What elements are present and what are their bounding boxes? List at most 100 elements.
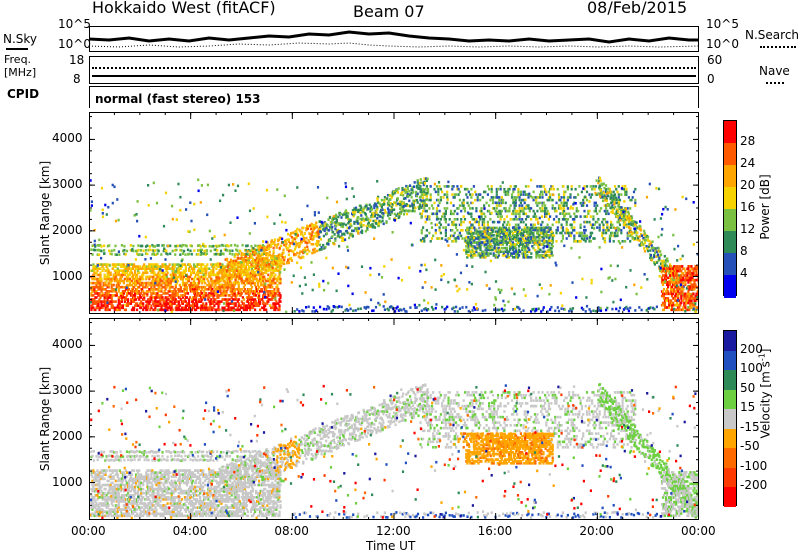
scatter-cell [432, 207, 435, 210]
scatter-cell [178, 304, 181, 307]
scatter-cell [527, 196, 530, 199]
scatter-cell [437, 237, 440, 240]
scatter-cell [518, 245, 521, 248]
scatter-cell [181, 302, 184, 305]
scatter-cell [232, 272, 235, 275]
scatter-cell [338, 235, 341, 239]
scatter-cell [521, 209, 524, 213]
scatter-cell [187, 279, 191, 283]
scatter-cell [95, 283, 98, 287]
scatter-cell [177, 263, 180, 266]
scatter-cell [538, 234, 541, 237]
scatter-cell [112, 263, 115, 266]
scatter-cell [489, 226, 492, 230]
scatter-cell [540, 232, 543, 235]
scatter-cell [470, 230, 473, 233]
scatter-cell [419, 204, 422, 207]
scatter-cell [446, 185, 449, 188]
scatter-cell [271, 294, 274, 297]
scatter-cell [337, 222, 340, 225]
scatter-cell [646, 238, 650, 242]
scatter-cell [125, 279, 129, 283]
scatter-cell [555, 209, 558, 213]
scatter-cell [224, 294, 227, 297]
scatter-cell [563, 196, 566, 199]
scatter-cell [185, 244, 188, 248]
scatter-cell [467, 235, 470, 239]
scatter-cell [347, 221, 350, 225]
scatter-cell [102, 304, 105, 307]
scatter-cell [495, 201, 498, 205]
noise-tick-top-left: 10^5 [58, 17, 91, 31]
scatter-cell [432, 234, 435, 238]
scatter-cell [498, 228, 501, 232]
scatter-cell [598, 184, 602, 188]
scatter-cell [342, 239, 345, 242]
scatter-cell [135, 277, 138, 281]
scatter-cell [266, 252, 270, 256]
scatter-cell [498, 204, 501, 207]
scatter-cell [181, 308, 184, 312]
scatter-cell [421, 199, 424, 203]
scatter-cell [362, 224, 365, 227]
scatter-cell [128, 277, 132, 281]
scatter-cell [612, 226, 615, 229]
scatter-cell [422, 183, 425, 187]
scatter-cell [520, 232, 523, 235]
scatter-cell [545, 240, 548, 243]
scatter-cell [488, 187, 491, 191]
scatter-cell [455, 226, 458, 229]
scatter-cell [114, 275, 117, 279]
scatter-cell [190, 244, 193, 248]
scatter-cell [467, 204, 470, 207]
scatter-cell [526, 226, 529, 229]
scatter-cell [646, 247, 649, 251]
scatter-cell [271, 242, 274, 245]
scatter-cell [109, 271, 112, 275]
scatter-cell [128, 279, 132, 283]
scatter-cell [106, 308, 109, 312]
cpid-panel [89, 86, 699, 108]
nave-tick-0: 0 [707, 72, 715, 86]
scatter-cell [507, 250, 511, 254]
scatter-cell [512, 209, 515, 213]
scatter-cell [435, 209, 439, 213]
scatter-cell [541, 190, 544, 194]
scatter-cell [523, 239, 526, 243]
scatter-cell [462, 204, 465, 207]
scatter-cell [203, 304, 206, 307]
scatter-cell [620, 231, 623, 235]
scatter-cell [492, 234, 495, 237]
scatter-cell [129, 298, 133, 301]
scatter-cell [517, 212, 520, 216]
scatter-cell [277, 294, 280, 297]
scatter-cell [99, 267, 102, 270]
scatter-cell [120, 296, 123, 299]
scatter-cell [505, 232, 508, 235]
scatter-cell [156, 292, 159, 295]
freq-panel [89, 56, 699, 84]
scatter-cell [221, 306, 224, 310]
scatter-cell [257, 255, 260, 258]
scatter-cell [487, 235, 490, 239]
scatter-cell [288, 245, 291, 248]
scatter-cell [186, 248, 190, 252]
scatter-cell [218, 271, 221, 275]
scatter-cell [104, 304, 107, 307]
scatter-cell [183, 271, 186, 275]
scatter-cell [446, 193, 449, 196]
scatter-cell [573, 201, 576, 205]
scatter-cell [458, 190, 461, 194]
scatter-cell [261, 288, 264, 291]
scatter-cell [152, 267, 155, 270]
scatter-cell [465, 248, 468, 252]
scatter-cell [456, 207, 459, 210]
scatter-cell [617, 202, 621, 205]
scatter-cell [279, 294, 282, 297]
scatter-cell [214, 298, 217, 301]
scatter-cell [118, 253, 121, 256]
scatter-cell [104, 288, 107, 291]
scatter-cell [325, 228, 329, 231]
scatter-cell [345, 212, 348, 215]
scatter-cell [307, 225, 310, 228]
